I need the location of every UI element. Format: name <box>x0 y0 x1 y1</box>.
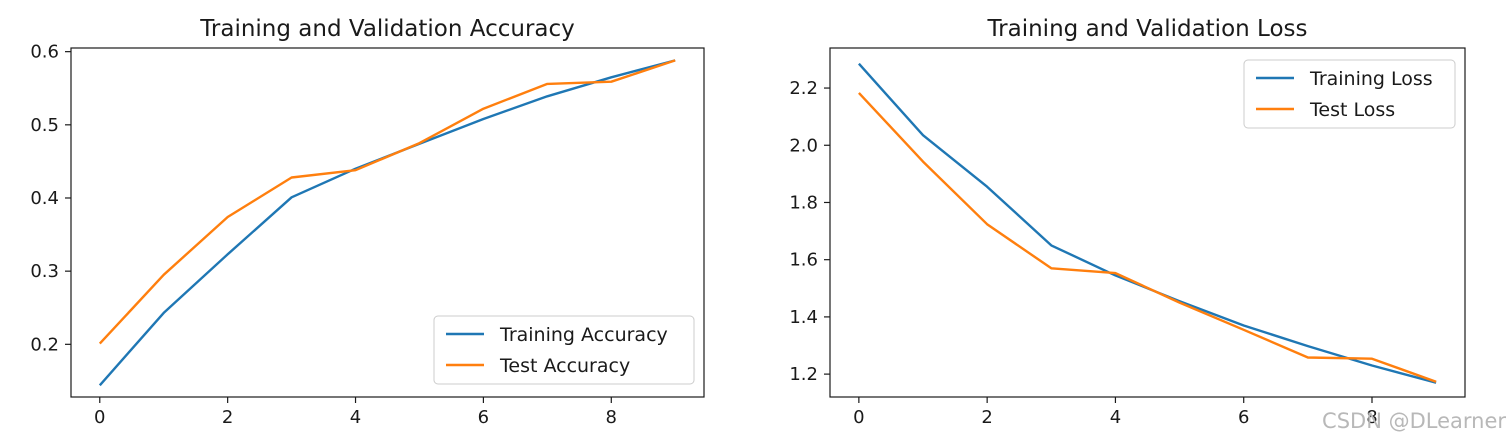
loss-chart: Training and Validation Loss 0 2 4 6 8 1.2 1.4 1… <box>789 16 1466 428</box>
series-line-test-loss <box>858 92 1437 383</box>
legend-box <box>433 315 695 385</box>
plot-frame <box>829 47 1466 398</box>
legend-label: Test Loss <box>1309 99 1395 121</box>
x-tick-label: 8 <box>606 407 617 428</box>
y-tick-label: 2.0 <box>789 135 818 156</box>
y-tick-label: 0.6 <box>30 42 59 63</box>
series-line-test-accuracy <box>98 59 676 345</box>
x-tick-label: 8 <box>1366 407 1377 428</box>
legend-label: Training Loss <box>1309 68 1433 90</box>
y-tick-label: 1.6 <box>789 250 818 271</box>
x-tick-label: 4 <box>1110 407 1121 428</box>
legend-label: Training Accuracy <box>499 324 668 346</box>
y-tick-label: 0.2 <box>30 334 59 355</box>
x-tick-label: 0 <box>853 407 864 428</box>
x-tick-label: 2 <box>222 407 233 428</box>
y-tick-label: 1.2 <box>789 364 818 385</box>
legend: Training Accuracy Test Accuracy <box>433 315 695 385</box>
legend: Training Loss Test Loss <box>1243 59 1456 129</box>
x-tick-label: 0 <box>94 407 105 428</box>
chart-title: Training and Validation Loss <box>987 16 1308 42</box>
x-tick-label: 6 <box>478 407 489 428</box>
y-tick-label: 0.3 <box>30 261 59 282</box>
watermark: CSDN @DLearner <box>1322 409 1506 433</box>
chart-title: Training and Validation Accuracy <box>199 16 575 42</box>
x-tick-label: 6 <box>1238 407 1249 428</box>
y-tick-label: 0.4 <box>30 188 59 209</box>
y-tick-label: 2.2 <box>789 78 818 99</box>
legend-label: Test Accuracy <box>499 355 630 377</box>
plot-frame <box>70 47 705 398</box>
y-tick-label: 1.4 <box>789 307 818 328</box>
x-tick-label: 2 <box>981 407 992 428</box>
x-tick-label: 4 <box>350 407 361 428</box>
y-tick-label: 1.8 <box>789 192 818 213</box>
accuracy-chart: Training and Validation Accuracy 0 2 4 6 8 0.2… <box>30 16 705 428</box>
legend-box <box>1243 59 1456 129</box>
y-tick-label: 0.5 <box>30 115 59 136</box>
